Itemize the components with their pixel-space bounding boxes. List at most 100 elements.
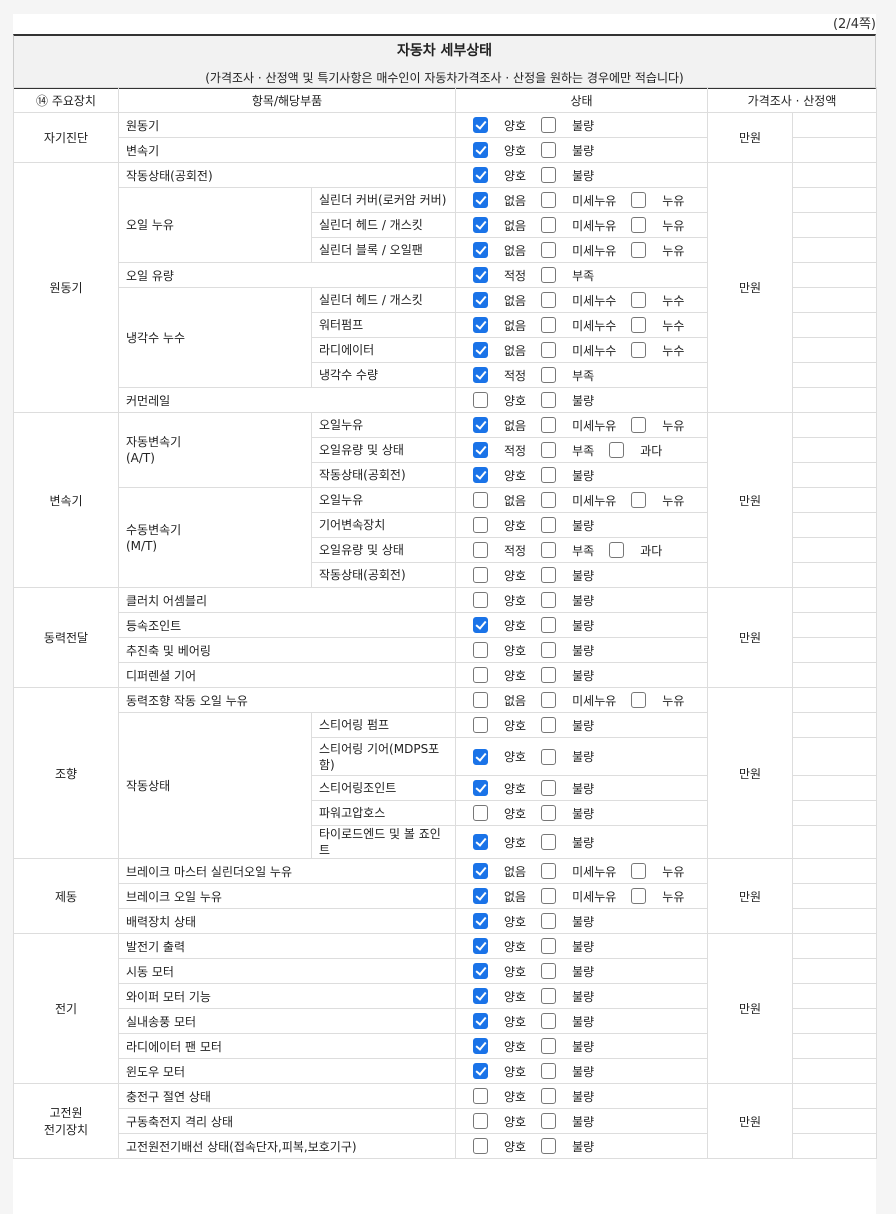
price-input[interactable] xyxy=(792,162,878,188)
price-input[interactable] xyxy=(792,287,878,313)
price-input[interactable] xyxy=(792,825,878,859)
checked-checkbox[interactable] xyxy=(473,1013,489,1029)
checkbox[interactable] xyxy=(541,567,557,583)
price-input[interactable] xyxy=(792,858,878,884)
checkbox[interactable] xyxy=(473,492,489,508)
price-input[interactable] xyxy=(792,983,878,1009)
checkbox[interactable] xyxy=(541,863,557,879)
checked-checkbox[interactable] xyxy=(473,938,489,954)
checkbox[interactable] xyxy=(541,267,557,283)
price-input[interactable] xyxy=(792,1108,878,1134)
price-input[interactable] xyxy=(792,933,878,959)
checkbox[interactable] xyxy=(631,292,647,308)
checked-checkbox[interactable] xyxy=(473,192,489,208)
checkbox[interactable] xyxy=(541,292,557,308)
checkbox[interactable] xyxy=(473,1088,489,1104)
checkbox[interactable] xyxy=(541,117,557,133)
checked-checkbox[interactable] xyxy=(473,267,489,283)
price-input[interactable] xyxy=(792,537,878,563)
price-input[interactable] xyxy=(792,737,878,776)
checkbox[interactable] xyxy=(541,442,557,458)
checkbox[interactable] xyxy=(473,592,489,608)
checkbox[interactable] xyxy=(541,592,557,608)
checkbox[interactable] xyxy=(541,492,557,508)
checkbox[interactable] xyxy=(541,748,557,765)
checkbox[interactable] xyxy=(541,142,557,158)
checked-checkbox[interactable] xyxy=(473,834,489,850)
checkbox[interactable] xyxy=(541,913,557,929)
checkbox[interactable] xyxy=(541,805,557,821)
checkbox[interactable] xyxy=(541,938,557,954)
checkbox[interactable] xyxy=(631,342,647,358)
checkbox[interactable] xyxy=(473,542,489,558)
checkbox[interactable] xyxy=(541,888,557,904)
price-input[interactable] xyxy=(792,662,878,688)
checked-checkbox[interactable] xyxy=(473,617,489,633)
checkbox[interactable] xyxy=(541,317,557,333)
checked-checkbox[interactable] xyxy=(473,988,489,1004)
checkbox[interactable] xyxy=(541,167,557,183)
checkbox[interactable] xyxy=(631,692,647,708)
checkbox[interactable] xyxy=(541,667,557,683)
checked-checkbox[interactable] xyxy=(473,888,489,904)
checkbox[interactable] xyxy=(541,192,557,208)
checkbox[interactable] xyxy=(473,1138,489,1154)
price-input[interactable] xyxy=(792,612,878,638)
price-input[interactable] xyxy=(792,187,878,213)
checkbox[interactable] xyxy=(541,217,557,233)
checkbox[interactable] xyxy=(541,963,557,979)
checked-checkbox[interactable] xyxy=(473,417,489,433)
checkbox[interactable] xyxy=(473,392,489,408)
price-input[interactable] xyxy=(792,237,878,263)
checkbox[interactable] xyxy=(541,1038,557,1054)
checkbox[interactable] xyxy=(631,888,647,904)
checkbox[interactable] xyxy=(473,667,489,683)
checked-checkbox[interactable] xyxy=(473,342,489,358)
checkbox[interactable] xyxy=(473,1113,489,1129)
price-input[interactable] xyxy=(792,775,878,801)
checkbox[interactable] xyxy=(631,863,647,879)
checkbox[interactable] xyxy=(541,392,557,408)
price-input[interactable] xyxy=(792,1008,878,1034)
price-input[interactable] xyxy=(792,262,878,288)
checkbox[interactable] xyxy=(541,692,557,708)
checkbox[interactable] xyxy=(541,1063,557,1079)
checkbox[interactable] xyxy=(541,542,557,558)
price-input[interactable] xyxy=(792,312,878,338)
checkbox[interactable] xyxy=(473,517,489,533)
price-input[interactable] xyxy=(792,1033,878,1059)
price-input[interactable] xyxy=(792,437,878,463)
checked-checkbox[interactable] xyxy=(473,142,489,158)
checked-checkbox[interactable] xyxy=(473,1063,489,1079)
checked-checkbox[interactable] xyxy=(473,117,489,133)
checked-checkbox[interactable] xyxy=(473,748,489,765)
price-input[interactable] xyxy=(792,387,878,413)
checked-checkbox[interactable] xyxy=(473,442,489,458)
checked-checkbox[interactable] xyxy=(473,317,489,333)
checkbox[interactable] xyxy=(541,242,557,258)
checkbox[interactable] xyxy=(541,1138,557,1154)
checked-checkbox[interactable] xyxy=(473,780,489,796)
checkbox[interactable] xyxy=(541,1088,557,1104)
price-input[interactable] xyxy=(792,337,878,363)
checkbox[interactable] xyxy=(541,834,557,850)
checkbox[interactable] xyxy=(541,467,557,483)
checkbox[interactable] xyxy=(541,342,557,358)
price-input[interactable] xyxy=(792,587,878,613)
checkbox[interactable] xyxy=(631,217,647,233)
checkbox[interactable] xyxy=(473,567,489,583)
price-input[interactable] xyxy=(792,462,878,488)
checkbox[interactable] xyxy=(541,642,557,658)
checkbox[interactable] xyxy=(541,367,557,383)
checked-checkbox[interactable] xyxy=(473,913,489,929)
checkbox[interactable] xyxy=(609,442,625,458)
price-input[interactable] xyxy=(792,212,878,238)
price-input[interactable] xyxy=(792,687,878,713)
price-input[interactable] xyxy=(792,1083,878,1109)
checkbox[interactable] xyxy=(473,642,489,658)
price-input[interactable] xyxy=(792,800,878,826)
price-input[interactable] xyxy=(792,1133,878,1159)
price-input[interactable] xyxy=(792,637,878,663)
price-input[interactable] xyxy=(792,562,878,588)
checked-checkbox[interactable] xyxy=(473,367,489,383)
